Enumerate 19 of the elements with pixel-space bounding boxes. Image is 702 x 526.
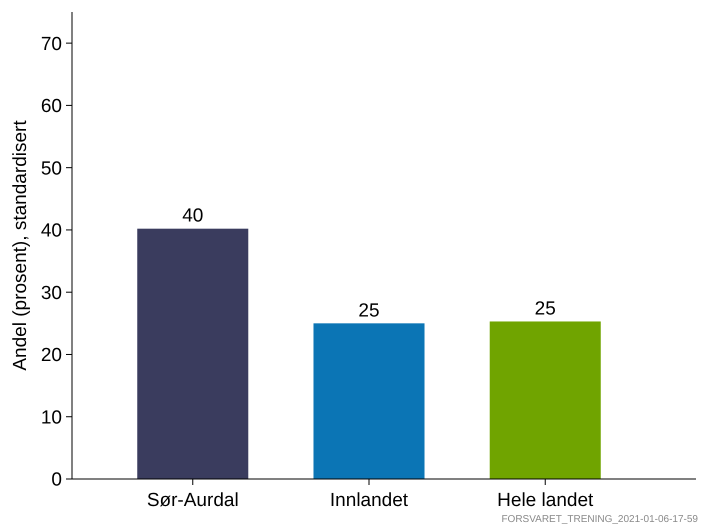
data-label: 25 xyxy=(358,300,380,322)
x-tick-label: Hele landet xyxy=(497,490,594,511)
x-tick-label: Sør-Aurdal xyxy=(146,490,239,511)
bar xyxy=(490,321,601,479)
y-tick-label: 70 xyxy=(40,34,62,55)
y-tick-label: 30 xyxy=(40,282,62,304)
x-tick-label: Innlandet xyxy=(330,490,409,511)
data-label: 40 xyxy=(182,206,204,227)
bar xyxy=(137,228,248,479)
data-label: 25 xyxy=(534,298,556,320)
text: FORSVARET_TRENING_2021-01-06-17-59 xyxy=(501,514,698,525)
y-tick-label: 50 xyxy=(40,158,62,180)
y-tick-label: 10 xyxy=(40,407,62,428)
bar xyxy=(313,323,425,479)
y-tick-label: 0 xyxy=(51,470,62,491)
y-axis-title: Andel (prosent), standardisert xyxy=(10,120,31,371)
y-tick-label: 60 xyxy=(40,96,62,118)
y-tick-label: 40 xyxy=(40,220,62,242)
y-tick-label: 20 xyxy=(40,345,62,366)
